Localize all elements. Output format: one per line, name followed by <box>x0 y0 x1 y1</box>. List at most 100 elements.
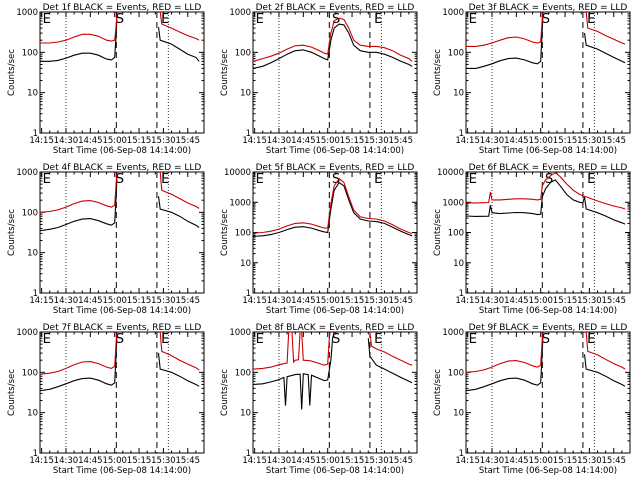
x-tick-label: 15:45 <box>176 136 201 146</box>
x-tick-label: 15:15 <box>127 456 152 466</box>
panel-det-1: Det 1f BLACK = Events, RED = LLD 1 10 100 10… <box>7 3 205 156</box>
x-tick-label: 15:00 <box>528 296 553 306</box>
plot-frame <box>252 331 418 454</box>
x-tick-label: 15:15 <box>553 136 578 146</box>
plot-frame <box>465 331 631 454</box>
interval-marker-e: E <box>256 172 264 187</box>
x-tick-label: 15:45 <box>602 136 627 146</box>
interval-marker-s: S <box>542 332 550 347</box>
interval-marker-e: E <box>161 332 169 347</box>
interval-marker-s: S <box>116 172 124 187</box>
interval-marker-e: E <box>256 332 264 347</box>
x-tick-label: 15:45 <box>389 136 414 146</box>
interval-marker-e: E <box>374 12 382 27</box>
series-lld-line <box>466 332 544 373</box>
interval-marker-e: E <box>256 12 264 27</box>
x-tick-label: 15:00 <box>315 296 340 306</box>
plot-frame <box>465 11 631 134</box>
x-tick-label: 14:45 <box>504 136 529 146</box>
x-tick-label: 14:30 <box>267 136 292 146</box>
y-tick-label: 1000 <box>229 8 251 18</box>
x-tick-label: 15:30 <box>577 456 602 466</box>
series-events-line <box>40 172 118 232</box>
plot-frame <box>39 11 205 134</box>
y-axis-label: Counts/sec <box>220 369 230 416</box>
series-lld-line <box>253 332 331 370</box>
x-tick-label: 14:45 <box>78 296 103 306</box>
x-tick-label: 14:45 <box>504 456 529 466</box>
x-tick-label: 14:30 <box>54 456 79 466</box>
series-events-line <box>157 353 200 387</box>
series-events-line <box>253 23 413 69</box>
y-tick-label: 1000 <box>16 328 38 338</box>
x-axis-label: Start Time (06-Sep-08 14:14:00) <box>266 466 404 476</box>
interval-marker-e: E <box>469 332 477 347</box>
series-lld-line <box>40 12 118 44</box>
x-tick-label: 14:15 <box>242 136 267 146</box>
series-events-line <box>40 332 118 392</box>
y-tick-label: 100 <box>22 48 38 58</box>
x-tick-label: 15:30 <box>151 456 176 466</box>
series-events-line <box>466 332 544 392</box>
x-tick-label: 14:45 <box>291 136 316 146</box>
series-lld-line <box>253 17 413 62</box>
y-tick-label: 1 <box>246 289 251 299</box>
x-tick-label: 15:15 <box>340 456 365 466</box>
x-tick-label: 15:15 <box>553 296 578 306</box>
x-tick-label: 15:00 <box>102 136 127 146</box>
interval-marker-e: E <box>469 172 477 187</box>
interval-marker-s: S <box>332 332 340 347</box>
x-tick-label: 14:45 <box>78 456 103 466</box>
panel-det-9: Det 9f BLACK = Events, RED = LLD 1 10 100 10… <box>433 323 631 476</box>
y-tick-label: 1 <box>459 129 464 139</box>
panel-title: Det 3f BLACK = Events, RED = LLD <box>469 3 628 13</box>
panel-title: Det 9f BLACK = Events, RED = LLD <box>469 323 628 333</box>
y-tick-label: 100 <box>448 48 464 58</box>
x-axis-label: Start Time (06-Sep-08 14:14:00) <box>479 306 617 316</box>
x-tick-label: 14:30 <box>480 296 505 306</box>
y-tick-label: 100 <box>235 48 251 58</box>
x-axis-label: Start Time (06-Sep-08 14:14:00) <box>53 466 191 476</box>
x-tick-label: 14:45 <box>291 456 316 466</box>
y-tick-label: 10 <box>240 259 251 269</box>
x-tick-label: 14:30 <box>267 456 292 466</box>
series-lld-line <box>159 12 200 41</box>
y-tick-label: 100 <box>448 368 464 378</box>
series-lld-line <box>585 332 626 370</box>
x-tick-label: 15:00 <box>102 296 127 306</box>
y-tick-label: 1000 <box>229 198 251 208</box>
x-axis-label: Start Time (06-Sep-08 14:14:00) <box>53 306 191 316</box>
y-tick-label: 1000 <box>442 198 464 208</box>
series-lld-line <box>585 12 626 45</box>
x-tick-label: 14:45 <box>78 136 103 146</box>
y-tick-label: 1 <box>33 449 38 459</box>
x-tick-label: 14:30 <box>54 136 79 146</box>
x-tick-label: 15:00 <box>528 136 553 146</box>
panel-title: Det 8f BLACK = Events, RED = LLD <box>256 323 415 333</box>
series-events-line <box>253 332 335 410</box>
x-tick-label: 15:15 <box>127 296 152 306</box>
x-tick-label: 15:45 <box>176 456 201 466</box>
x-tick-label: 14:30 <box>480 136 505 146</box>
interval-marker-s: S <box>545 172 553 187</box>
y-tick-label: 10 <box>453 89 464 99</box>
interval-marker-e: E <box>374 332 382 347</box>
series-lld-line <box>466 172 626 210</box>
series-lld-line <box>466 12 544 47</box>
y-tick-label: 10 <box>453 409 464 419</box>
x-tick-label: 14:15 <box>242 456 267 466</box>
interval-marker-e: E <box>43 12 51 27</box>
interval-marker-s: S <box>116 12 124 27</box>
interval-marker-s: S <box>332 172 340 187</box>
plot-frame <box>39 331 205 454</box>
series-lld-line <box>253 177 413 235</box>
y-axis-label: Counts/sec <box>7 369 17 416</box>
interval-marker-s: S <box>116 332 124 347</box>
series-lld-line <box>369 332 413 366</box>
x-tick-label: 15:45 <box>602 296 627 306</box>
panel-det-6: Det 6f BLACK = Events, RED = LLD 1 10 100 10… <box>433 163 631 316</box>
x-tick-label: 14:45 <box>291 296 316 306</box>
x-tick-label: 15:15 <box>127 136 152 146</box>
y-axis-label: Counts/sec <box>220 209 230 256</box>
